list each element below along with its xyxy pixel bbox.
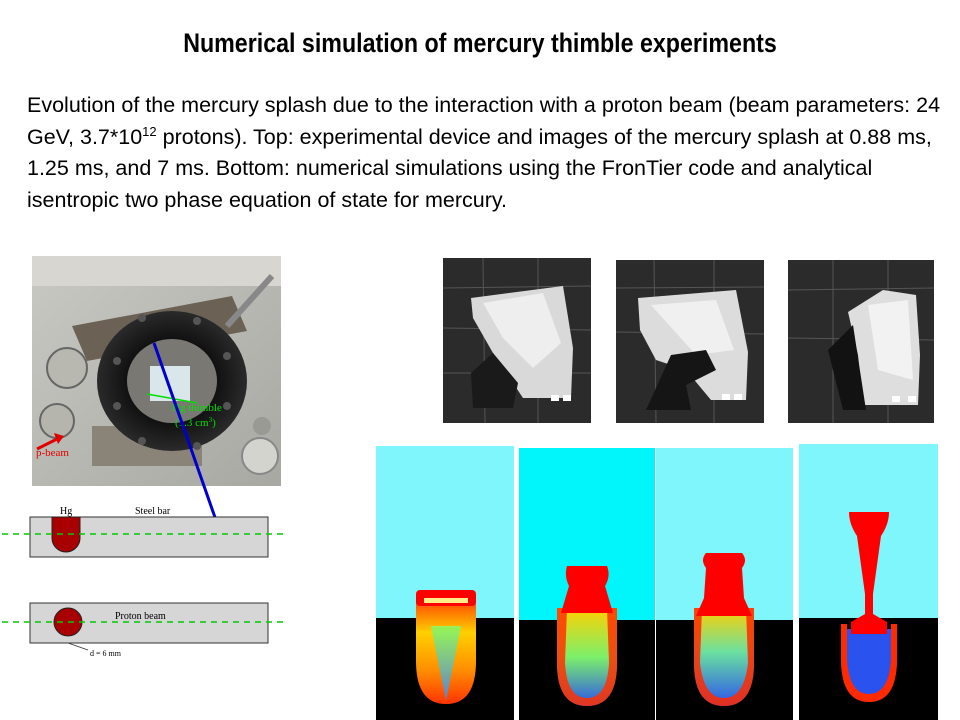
beam-label: p-beam xyxy=(36,447,69,459)
caption-text-1: Evolution of the mercury splash due to t… xyxy=(27,93,941,149)
pointer-line xyxy=(152,342,220,527)
proton-beam-label: Proton beam xyxy=(115,611,166,622)
diameter-label: d = 6 mm xyxy=(90,649,122,658)
thimble-schematic: Hg Steel bar Proton beam d = 6 mm xyxy=(2,506,285,658)
caption-text-2: protons). Top: experimental device and i… xyxy=(27,124,932,212)
steel-bar-label: Steel bar xyxy=(135,506,171,517)
slide-title: Numerical simulation of mercury thimble … xyxy=(183,28,777,58)
caption-exponent: 12 xyxy=(142,123,157,139)
simulation-panel-4 xyxy=(799,444,938,720)
simulation-panel-2 xyxy=(519,448,655,720)
beam-arrow-icon xyxy=(36,437,58,451)
simulation-panel-1 xyxy=(376,446,514,720)
splash-photo-2 xyxy=(616,260,764,423)
simulation-panel-3 xyxy=(656,448,793,720)
splash-photo-3 xyxy=(788,260,934,423)
thimble-label-line1: Hg thimble xyxy=(172,402,222,414)
experimental-device-photo: Hg thimble (1.3 cm3) p-beam xyxy=(32,256,281,486)
hg-label: Hg xyxy=(60,506,72,517)
splash-photo-1 xyxy=(443,258,591,423)
slide-caption: Evolution of the mercury splash due to t… xyxy=(27,90,942,216)
